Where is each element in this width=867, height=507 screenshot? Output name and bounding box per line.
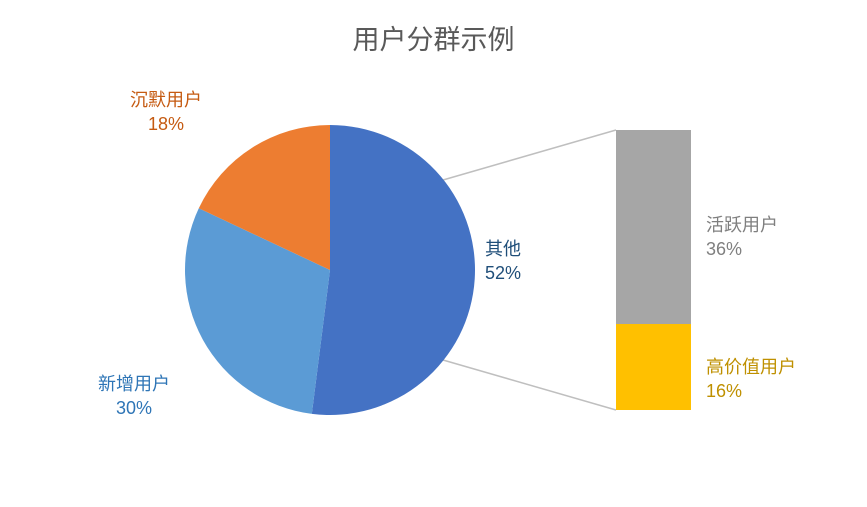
label-active: 活跃用户36%	[706, 213, 778, 262]
label-new: 新增用户30%	[98, 372, 170, 421]
chart-title: 用户分群示例	[0, 18, 867, 57]
bar-of-pie	[616, 130, 691, 410]
label-new-pct: 30%	[98, 396, 170, 420]
label-high_value-pct: 16%	[706, 379, 796, 403]
label-high_value-text: 高价值用户	[706, 357, 796, 377]
label-new-text: 新增用户	[98, 374, 170, 394]
label-silent-pct: 18%	[130, 112, 202, 136]
pie-slice-other	[312, 125, 475, 415]
label-active-text: 活跃用户	[706, 215, 778, 235]
label-high_value: 高价值用户16%	[706, 355, 796, 404]
label-other: 其他52%	[485, 237, 521, 286]
pie-chart	[185, 125, 475, 415]
bar-segment-active	[616, 130, 691, 324]
label-other-pct: 52%	[485, 261, 521, 285]
label-other-text: 其他	[485, 239, 521, 259]
bar-segment-high_value	[616, 324, 691, 410]
label-silent: 沉默用户18%	[130, 88, 202, 137]
label-silent-text: 沉默用户	[130, 90, 202, 110]
label-active-pct: 36%	[706, 237, 778, 261]
